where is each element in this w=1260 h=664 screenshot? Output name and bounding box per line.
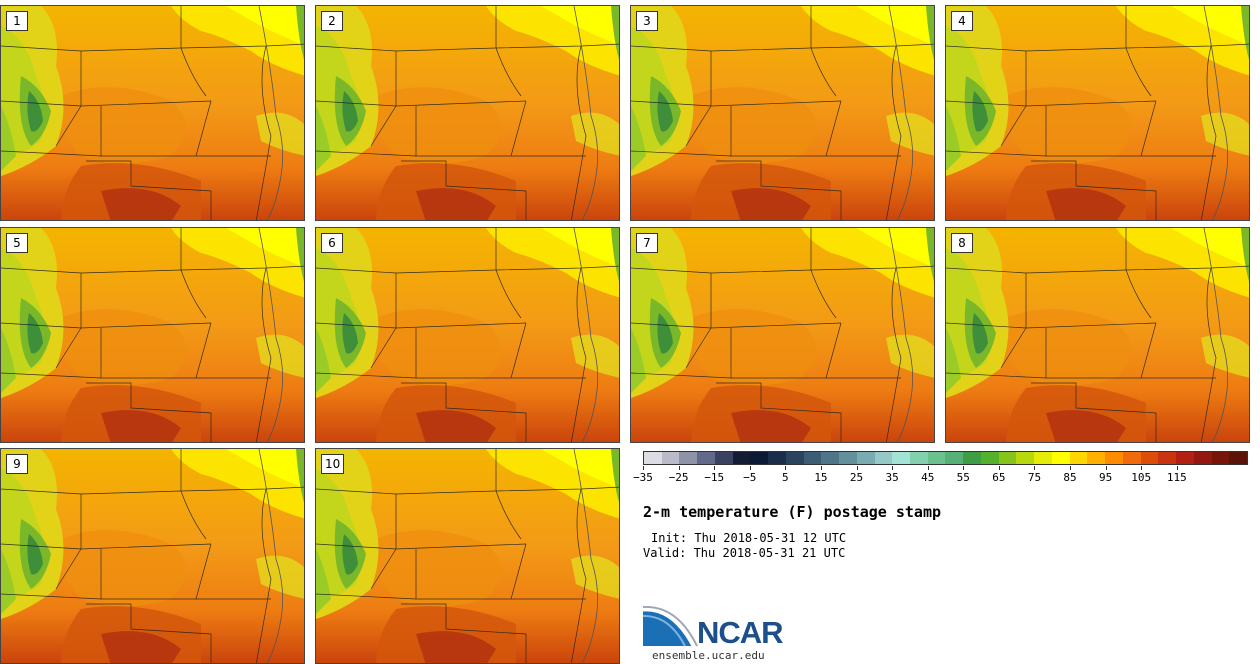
colorbar-segment bbox=[1140, 452, 1159, 464]
tick-label: 65 bbox=[992, 471, 1006, 484]
tick-mark bbox=[892, 466, 894, 470]
panel-number-label: 10 bbox=[321, 454, 345, 474]
panel-number-label: 2 bbox=[321, 11, 343, 31]
tick-mark bbox=[1070, 466, 1072, 470]
colorbar-segment bbox=[1122, 452, 1141, 464]
colorbar-segment bbox=[1211, 452, 1230, 464]
panel-number-label: 9 bbox=[6, 454, 28, 474]
colorbar-segment bbox=[910, 452, 928, 464]
colorbar-segment bbox=[661, 452, 680, 464]
tick-label: −15 bbox=[704, 471, 725, 484]
tick-label: 55 bbox=[956, 471, 970, 484]
colorbar-segment bbox=[945, 452, 964, 464]
tick-label: 5 bbox=[782, 471, 789, 484]
panel-number-label: 8 bbox=[951, 233, 973, 253]
tick-mark bbox=[643, 466, 644, 470]
tick-mark bbox=[1141, 466, 1143, 470]
map-panel: 1 bbox=[0, 5, 305, 221]
map-panel: 9 bbox=[0, 448, 305, 664]
colorbar-segment bbox=[697, 452, 715, 464]
tick-mark bbox=[1105, 466, 1107, 470]
colorbar-segment bbox=[1176, 452, 1194, 464]
colorbar-segment bbox=[732, 452, 751, 464]
colorbar-segment bbox=[1034, 452, 1052, 464]
panel-number-label: 1 bbox=[6, 11, 28, 31]
colorbar-segment bbox=[874, 452, 893, 464]
tick-label: 45 bbox=[921, 471, 935, 484]
tick-label: 75 bbox=[1027, 471, 1042, 484]
colorbar-segment bbox=[1016, 452, 1035, 464]
colorbar-segment bbox=[980, 452, 999, 464]
colorbar-segment bbox=[839, 452, 857, 464]
colorbar-segment bbox=[892, 452, 911, 464]
tick-mark bbox=[963, 466, 965, 470]
colorbar-segment bbox=[679, 452, 698, 464]
temperature-colorbar bbox=[643, 451, 1248, 465]
colorbar-segment bbox=[1193, 452, 1212, 464]
tick-mark bbox=[820, 466, 822, 470]
ensemble-url[interactable]: ensemble.ucar.edu bbox=[652, 649, 765, 662]
tick-mark bbox=[1176, 466, 1178, 470]
colorbar-segment bbox=[1051, 452, 1070, 464]
tick-mark bbox=[1034, 466, 1036, 470]
panel-number-label: 7 bbox=[636, 233, 658, 253]
tick-label: −35 bbox=[633, 471, 653, 484]
map-panel: 3 bbox=[630, 5, 935, 221]
tick-mark bbox=[927, 466, 929, 470]
tick-mark bbox=[714, 466, 716, 470]
map-panel: 10 bbox=[315, 448, 620, 664]
tick-label: 105 bbox=[1131, 471, 1152, 484]
panel-number-label: 4 bbox=[951, 11, 973, 31]
colorbar-segment bbox=[785, 452, 804, 464]
map-panel: 5 bbox=[0, 227, 305, 443]
colorbar-segment bbox=[856, 452, 875, 464]
tick-label: 25 bbox=[849, 471, 864, 484]
tick-label: −25 bbox=[668, 471, 689, 484]
tick-mark bbox=[856, 466, 858, 470]
tick-label: −5 bbox=[743, 471, 757, 484]
colorbar-segment bbox=[750, 452, 769, 464]
tick-label: 15 bbox=[814, 471, 828, 484]
tick-mark bbox=[749, 466, 751, 470]
tick-mark bbox=[998, 466, 1000, 470]
tick-label: 85 bbox=[1063, 471, 1077, 484]
init-time: Init: Thu 2018-05-31 12 UTC bbox=[651, 531, 847, 545]
colorbar-segment bbox=[927, 452, 946, 464]
panel-number-label: 3 bbox=[636, 11, 658, 31]
map-panel: 4 bbox=[945, 5, 1250, 221]
colorbar-segment bbox=[1229, 452, 1247, 464]
tick-mark bbox=[785, 466, 787, 470]
valid-time: Valid: Thu 2018-05-31 21 UTC bbox=[643, 546, 846, 560]
colorbar-segment bbox=[768, 452, 786, 464]
ncar-logo bbox=[643, 606, 698, 647]
colorbar-segment bbox=[1158, 452, 1177, 464]
colorbar-segment bbox=[644, 452, 662, 464]
colorbar-ticks: −35 −25 −15 −5 5 15 25 35 45 55 65 75 85 95 105 115 bbox=[633, 466, 1248, 486]
panel-number-label: 6 bbox=[321, 233, 343, 253]
tick-label: 35 bbox=[885, 471, 899, 484]
colorbar-segment bbox=[714, 452, 733, 464]
colorbar-segment bbox=[963, 452, 981, 464]
chart-title: 2-m temperature (F) postage stamp bbox=[643, 503, 942, 521]
colorbar-segment bbox=[998, 452, 1017, 464]
colorbar-segment bbox=[1087, 452, 1106, 464]
map-panel: 8 bbox=[945, 227, 1250, 443]
tick-label: 115 bbox=[1166, 471, 1187, 484]
ncar-logo-text: NCAR bbox=[697, 615, 784, 650]
map-panel: 7 bbox=[630, 227, 935, 443]
colorbar-segment bbox=[1069, 452, 1088, 464]
colorbar-segment bbox=[1105, 452, 1123, 464]
panel-number-label: 5 bbox=[6, 233, 28, 253]
tick-mark bbox=[678, 466, 680, 470]
colorbar-segment bbox=[803, 452, 822, 464]
tick-label: 95 bbox=[1099, 471, 1113, 484]
map-panel: 6 bbox=[315, 227, 620, 443]
map-panel: 2 bbox=[315, 5, 620, 221]
colorbar-segment bbox=[821, 452, 840, 464]
